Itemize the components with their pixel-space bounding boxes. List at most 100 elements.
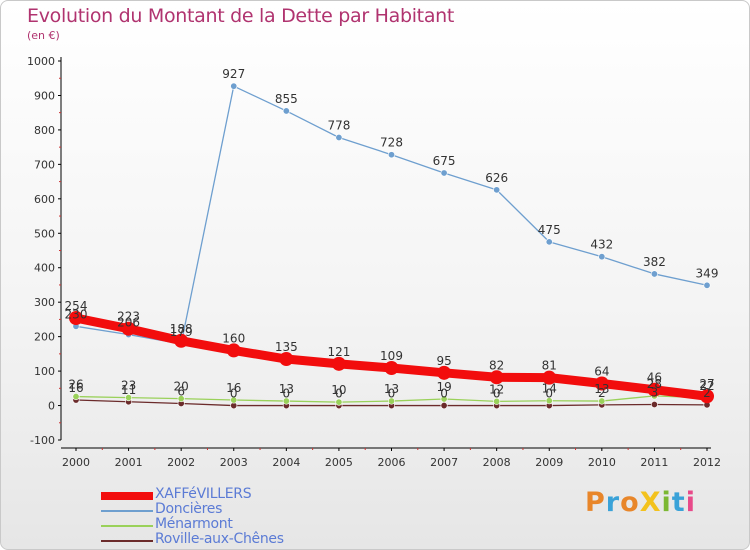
series-points	[69, 82, 714, 410]
chart-subtitle: (en €)	[27, 29, 60, 42]
data-label: 20	[174, 380, 189, 394]
data-label: 6	[177, 384, 185, 398]
y-tick-label: 300	[34, 296, 55, 309]
data-label: 46	[647, 371, 662, 385]
data-label: 12	[489, 382, 504, 396]
data-label: 95	[436, 354, 451, 368]
legend-label: Ménarmont	[155, 516, 233, 532]
data-point	[282, 107, 290, 115]
y-tick-label: 1000	[27, 55, 55, 68]
data-point	[545, 397, 553, 405]
data-point	[440, 395, 448, 403]
data-label: 13	[384, 382, 399, 396]
data-label: 432	[590, 238, 613, 252]
data-point	[493, 397, 501, 405]
data-label: 23	[121, 379, 136, 393]
data-label: 254	[65, 299, 88, 313]
data-label: 675	[433, 154, 456, 168]
data-label: 0	[388, 387, 396, 401]
y-tick-label: 100	[34, 365, 55, 378]
data-point	[226, 343, 241, 358]
data-label: 0	[440, 387, 448, 401]
y-tick-label: 900	[34, 89, 55, 102]
data-label: 27	[699, 377, 714, 391]
data-label: 2	[598, 386, 606, 400]
y-tick-label: 700	[34, 158, 55, 171]
data-label: 109	[380, 349, 403, 363]
legend-label: Roville-aux-Chênes	[155, 531, 284, 547]
data-point	[594, 376, 609, 391]
data-label: 0	[545, 387, 553, 401]
data-label: 16	[226, 381, 241, 395]
x-tick-label: 2005	[325, 456, 353, 469]
y-tick-label: 600	[34, 193, 55, 206]
data-label: 0	[230, 387, 238, 401]
data-point	[493, 186, 501, 194]
data-label: 121	[327, 345, 350, 359]
data-point	[387, 397, 395, 405]
y-tick-label: 0	[48, 400, 55, 413]
data-label: 223	[117, 310, 140, 324]
data-label: 349	[696, 266, 719, 280]
data-label: 22	[699, 379, 714, 393]
y-tick-label: 200	[34, 331, 55, 344]
x-tick-label: 2002	[167, 456, 195, 469]
data-point	[440, 402, 448, 410]
data-point	[437, 365, 452, 380]
data-point	[125, 394, 133, 402]
data-label: 855	[275, 92, 298, 106]
data-point	[650, 401, 658, 409]
data-label: 13	[594, 382, 609, 396]
data-label: 160	[222, 331, 245, 345]
y-tick-label: 400	[34, 262, 55, 275]
data-label: 64	[594, 364, 609, 378]
data-point	[335, 398, 343, 406]
data-label: 206	[117, 316, 140, 330]
data-label: 2	[703, 386, 711, 400]
data-label: 82	[489, 358, 504, 372]
y-tick-label: 500	[34, 227, 55, 240]
data-label: 626	[485, 171, 508, 185]
data-label: 188	[170, 322, 193, 336]
x-tick-label: 2003	[220, 456, 248, 469]
data-point	[545, 238, 553, 246]
data-point	[177, 395, 185, 403]
data-label: 0	[283, 387, 291, 401]
data-label: 778	[327, 118, 350, 132]
axes: -100010020030040050060070080090010002000…	[27, 55, 721, 469]
legend-label: Doncières	[155, 501, 223, 517]
legend-label: XAFFéVILLERS	[155, 486, 252, 502]
data-point	[69, 311, 83, 326]
y-tick-label: -100	[30, 434, 55, 447]
data-label: 382	[643, 255, 666, 269]
data-point	[72, 393, 80, 401]
data-label: 16	[68, 381, 83, 395]
data-point	[174, 333, 189, 348]
data-point	[121, 321, 136, 336]
data-point	[387, 151, 395, 159]
data-point	[384, 360, 399, 375]
series-line	[75, 85, 708, 345]
data-label: 11	[121, 383, 136, 397]
data-label: 10	[331, 383, 346, 397]
x-tick-label: 2006	[378, 456, 406, 469]
legend-swatch	[101, 540, 153, 542]
data-point	[703, 281, 711, 289]
data-point	[650, 270, 658, 278]
data-point	[647, 382, 662, 397]
x-tick-label: 2010	[588, 456, 616, 469]
x-tick-label: 2004	[272, 456, 300, 469]
data-point	[230, 396, 238, 404]
data-point	[230, 82, 238, 90]
x-tick-label: 2001	[115, 456, 143, 469]
proxiti-logo: ProXiti	[585, 487, 696, 518]
data-point	[282, 397, 290, 405]
data-point	[700, 389, 714, 404]
x-tick-label: 2008	[483, 456, 511, 469]
chart-title: Evolution du Montant de la Dette par Hab…	[27, 5, 455, 27]
data-point	[331, 356, 346, 371]
data-label: 26	[68, 378, 83, 392]
